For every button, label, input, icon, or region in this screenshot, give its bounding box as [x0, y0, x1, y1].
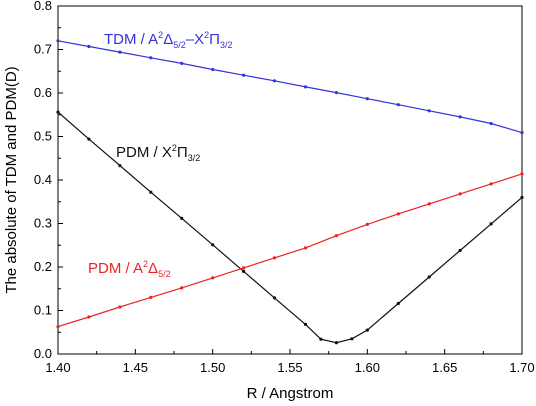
y-tick-label: 0.3 — [34, 216, 52, 231]
y-axis-ticks: 0.0 0.1 0.2 0.3 0.4 0.5 0.6 0.7 0.8 — [34, 0, 63, 361]
series-2-point — [303, 246, 308, 250]
series-0-point — [87, 44, 91, 49]
y-axis-title: The absolute of TDM and PDM(D) — [3, 66, 20, 293]
series-2-point — [87, 315, 91, 319]
series-0-point — [211, 67, 215, 72]
series-0-point — [334, 91, 338, 95]
y-tick-label: 0.5 — [34, 129, 52, 144]
series-2-point — [334, 234, 338, 238]
series-line-1 — [57, 111, 523, 344]
x-tick-label: 1.40 — [45, 360, 70, 375]
series-label-0: TDM / A2Δ5/2–X2Π3/2 — [104, 30, 232, 50]
x-tick-label: 1.50 — [200, 360, 225, 375]
series-1-point — [350, 337, 354, 341]
series-2-point — [56, 325, 60, 329]
series-1-point — [149, 190, 153, 194]
series-0-point — [396, 103, 400, 107]
plot-area — [57, 5, 523, 355]
series-label-2: PDM / A2Δ5/2 — [88, 259, 171, 279]
series-1-point — [427, 275, 431, 279]
y-tick-label: 0.6 — [34, 85, 52, 100]
series-1-point — [396, 301, 400, 306]
series-1-point — [242, 269, 246, 273]
series-2-point — [458, 192, 462, 196]
series-line-0 — [57, 40, 523, 134]
y-tick-label: 0.1 — [34, 303, 52, 318]
series-0-point — [118, 50, 122, 54]
series-1-point — [56, 110, 60, 114]
series-2-point — [149, 295, 153, 299]
y-tick-label: 0.8 — [34, 0, 52, 13]
series-0-point — [180, 61, 184, 65]
series-1-point — [319, 337, 323, 341]
series-0-point — [520, 131, 524, 135]
series-2-point — [520, 172, 524, 176]
series-2-point — [396, 212, 400, 216]
series-0-point — [489, 121, 493, 126]
series-2-point — [489, 182, 493, 186]
series-0-point — [242, 73, 246, 77]
x-tick-label: 1.55 — [277, 360, 302, 375]
series-1-point — [489, 222, 493, 226]
series-0-point — [149, 56, 153, 60]
series-2-point — [211, 276, 215, 280]
series-0-point — [303, 85, 308, 89]
series-1-point — [365, 328, 369, 332]
series-1-point — [118, 164, 122, 168]
series-1-point — [458, 248, 462, 253]
y-tick-label: 0.4 — [34, 172, 52, 187]
series-1-point — [520, 195, 524, 199]
series-1-point — [87, 137, 91, 141]
series-1-point — [211, 243, 215, 247]
series-1-point — [272, 296, 277, 300]
x-tick-label: 1.60 — [355, 360, 380, 375]
series-0-point — [56, 39, 60, 43]
series-2-point — [242, 266, 246, 270]
series-label-1: PDM / X2Π3/2 — [116, 143, 200, 163]
series-layer — [56, 39, 524, 345]
series-line-2 — [57, 173, 523, 328]
series-0-point — [458, 115, 462, 119]
y-tick-label: 0.2 — [34, 259, 52, 274]
series-2-point — [365, 222, 369, 226]
x-tick-label: 1.65 — [432, 360, 457, 375]
series-2-point — [427, 202, 431, 206]
y-tick-label: 0.0 — [34, 346, 52, 361]
x-axis-title: R / Angstrom — [247, 385, 334, 402]
y-tick-label: 0.7 — [34, 42, 52, 57]
series-2-point — [118, 305, 122, 309]
series-2-point — [272, 256, 277, 260]
series-1-point — [180, 216, 184, 220]
series-2-point — [180, 286, 184, 290]
series-1-point — [334, 341, 338, 345]
series-0-point — [365, 97, 369, 101]
x-axis-ticks: 1.40 1.45 1.50 1.55 1.60 1.65 1.70 — [45, 349, 535, 375]
series-0-point — [427, 109, 431, 113]
x-tick-label: 1.70 — [509, 360, 534, 375]
series-1-point — [303, 322, 308, 326]
series-labels: TDM / A2Δ5/2–X2Π3/2 PDM / X2Π3/2 PDM / A2Δ… — [88, 30, 232, 279]
series-0-point — [272, 79, 277, 83]
x-tick-label: 1.45 — [123, 360, 148, 375]
